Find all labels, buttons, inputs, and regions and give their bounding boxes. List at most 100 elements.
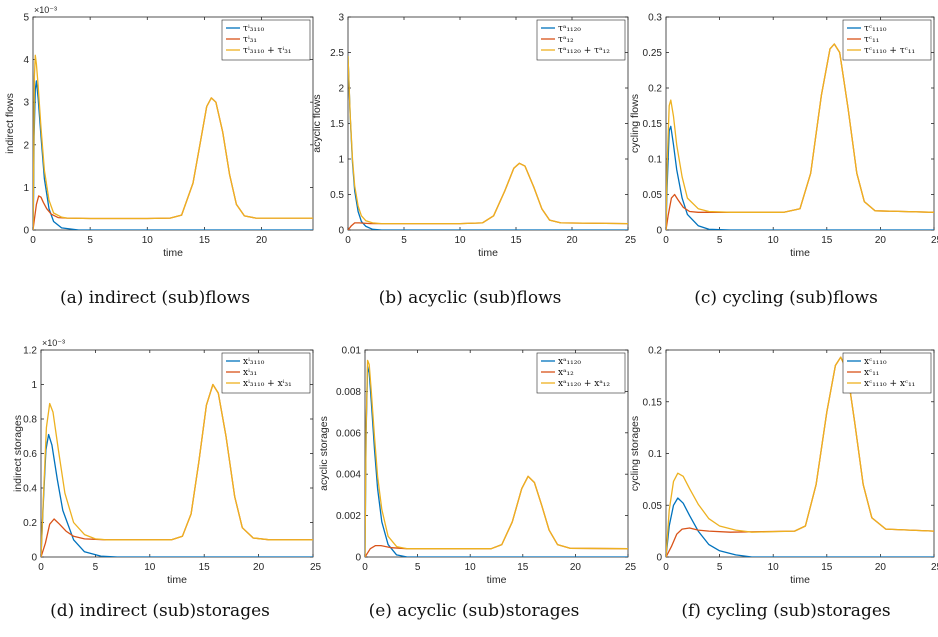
panel-3: 0 0.05 0.1 0.15 0.2 0.25 0.3 0 5 10 15 20 25 time cycl…: [629, 13, 938, 309]
legend-entry: xᶜ₁₁₁₀: [864, 357, 887, 367]
x-tick-label: 0: [30, 235, 36, 246]
y-tick-label: 0: [656, 553, 662, 564]
y-axis-label: indirect storages: [12, 415, 24, 492]
series-line-3: [41, 383, 313, 557]
x-tick-label: 5: [93, 562, 99, 573]
y-axis-label: acyclic storages: [318, 416, 330, 491]
y-tick-label: 0.2: [648, 346, 662, 357]
series-line-3: [666, 356, 934, 557]
x-tick-label: 0: [345, 235, 351, 246]
series-line-3: [666, 43, 934, 230]
x-tick-label: 0: [663, 562, 669, 573]
legend-entry: τᶜ₁₁₁₀ + τᶜ₁₁: [864, 46, 915, 56]
series-group: [666, 356, 934, 557]
legend-entry: xⁱ₃₁₁₀: [243, 357, 265, 367]
y-tick-label: 2: [23, 140, 29, 151]
x-tick-label: 20: [875, 562, 887, 573]
x-tick-label: 20: [570, 562, 582, 573]
x-axis-label: time: [167, 574, 187, 586]
y-tick-label: 1.5: [330, 119, 344, 130]
series-group: [41, 383, 313, 557]
y-tick-label: 0.15: [643, 397, 663, 408]
y-tick-label: 1: [338, 155, 344, 166]
legend-entry: xᵃ₁₂: [558, 368, 574, 378]
y-tick-label: 0.01: [342, 346, 362, 357]
series-group: [348, 55, 628, 230]
x-tick-label: 25: [931, 562, 938, 573]
y-tick-label: 1: [23, 183, 29, 194]
legend-entry: xⁱ₃₁₁₀ + xⁱ₃₁: [243, 379, 292, 389]
legend-entry: τⁱ₃₁₁₀: [243, 24, 265, 34]
x-tick-label: 15: [821, 562, 833, 573]
y-exponent-label: ×10⁻³: [34, 5, 57, 15]
panel-caption: (a) indirect (sub)flows: [60, 288, 250, 308]
panel-1: 0 1 2 3 4 5 0 5 10 15 20 ×10⁻³ time indirect flows τⁱ₃…: [4, 5, 314, 308]
y-tick-label: 0.006: [336, 428, 361, 439]
panel-6: 0 0.05 0.1 0.15 0.2 0 5 10 15 20 25 time cycling sto…: [629, 346, 938, 622]
x-tick-label: 25: [310, 562, 322, 573]
y-exponent-label: ×10⁻³: [42, 338, 65, 348]
legend-entry: xᵃ₁₁₂₀ + xᵃ₁₂: [558, 379, 610, 389]
y-tick-label: 3: [23, 98, 29, 109]
y-tick-label: 1.2: [23, 346, 37, 357]
legend-entry: τᵃ₁₁₂₀ + τᵃ₁₂: [558, 46, 610, 56]
x-axis-label: time: [163, 247, 183, 259]
x-tick-label: 5: [415, 562, 421, 573]
y-tick-label: 0: [23, 226, 29, 237]
x-tick-label: 20: [253, 562, 265, 573]
x-tick-label: 5: [87, 235, 93, 246]
x-tick-label: 0: [38, 562, 44, 573]
y-tick-label: 0.05: [643, 501, 663, 512]
panel-4: 0 0.2 0.4 0.6 0.8 1 1.2 0 5 10 15 20 25 ×10⁻³ time indi…: [12, 338, 322, 621]
panel-5: 0 0.002 0.004 0.006 0.008 0.01 0 5 10 15 20 25 time a…: [318, 346, 637, 622]
legend-box: [842, 19, 932, 61]
y-tick-label: 0.004: [336, 470, 361, 481]
legend-entry: xᶜ₁₁₁₀ + xᶜ₁₁: [864, 379, 915, 389]
x-tick-label: 5: [717, 235, 723, 246]
y-tick-label: 1: [31, 380, 37, 391]
x-tick-label: 5: [717, 562, 723, 573]
y-tick-label: 0.15: [643, 119, 663, 130]
x-axis-label: time: [790, 247, 810, 259]
y-tick-label: 0.1: [648, 155, 662, 166]
legend-entry: xᶜ₁₁: [864, 368, 879, 378]
series-line-1: [666, 497, 934, 557]
panel-caption: (c) cycling (sub)flows: [694, 288, 878, 308]
y-tick-label: 0: [31, 553, 37, 564]
legend-entry: τᵃ₁₁₂₀: [558, 24, 581, 34]
y-tick-label: 0.4: [23, 484, 37, 495]
x-tick-label: 5: [401, 235, 407, 246]
y-tick-label: 3: [338, 13, 344, 24]
series-group: [666, 43, 934, 230]
y-tick-label: 0.008: [336, 387, 361, 398]
x-tick-label: 10: [142, 235, 154, 246]
legend-entry: τⁱ₃₁₁₀ + τⁱ₃₁: [243, 46, 292, 56]
panel-caption: (f) cycling (sub)storages: [681, 601, 890, 621]
legend-entry: τᶜ₁₁: [864, 35, 879, 45]
legend-box: [842, 352, 932, 394]
y-tick-label: 0.002: [336, 511, 361, 522]
x-tick-label: 15: [199, 235, 211, 246]
series-group: [33, 54, 313, 230]
x-axis-label: time: [487, 574, 507, 586]
panel-caption: (e) acyclic (sub)storages: [369, 601, 580, 621]
y-axis-label: cycling flows: [629, 94, 641, 153]
x-tick-label: 10: [144, 562, 156, 573]
y-tick-label: 0.8: [23, 415, 37, 426]
x-tick-label: 15: [821, 235, 833, 246]
series-group: [365, 359, 628, 557]
x-tick-label: 20: [566, 235, 578, 246]
y-tick-label: 0.6: [23, 449, 37, 460]
y-tick-label: 0: [338, 226, 344, 237]
x-tick-label: 15: [510, 235, 522, 246]
x-tick-label: 25: [931, 235, 938, 246]
legend-entry: xⁱ₃₁: [243, 368, 257, 378]
x-tick-label: 10: [454, 235, 466, 246]
legend-entry: τᵃ₁₂: [558, 35, 574, 45]
legend-entry: τᶜ₁₁₁₀: [864, 24, 887, 34]
y-axis-label: cycling storages: [629, 416, 641, 491]
x-axis-label: time: [478, 247, 498, 259]
